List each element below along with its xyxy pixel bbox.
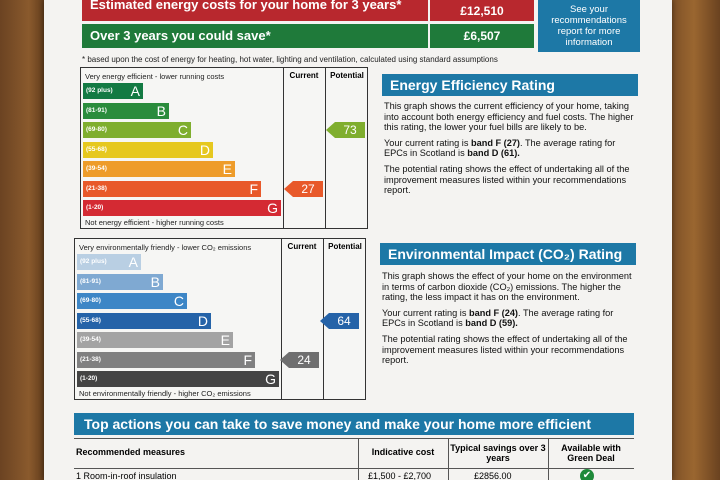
band-range: (1-20) [86, 204, 104, 211]
header-measures: Recommended measures [76, 447, 186, 457]
band-d: (55-68) D [77, 312, 211, 329]
estimated-costs-value: £12,510 [430, 0, 534, 21]
current-rating-marker: 24 [280, 351, 319, 368]
energy-rating-title: Energy Efficiency Rating [382, 74, 638, 96]
header-savings: Typical savings over 3 years [450, 443, 546, 463]
band-letter: B [156, 102, 166, 119]
band-range: (21-38) [86, 184, 107, 192]
environmental-rating-title: Environmental Impact (CO₂) Rating [380, 243, 636, 265]
energy-potential-note: The potential rating shows the effect of… [384, 163, 630, 196]
potential-header: Potential [330, 71, 364, 80]
band-f: (21-38) F [83, 180, 261, 197]
band-range: (81-91) [86, 106, 107, 114]
cost-footnote: * based upon the cost of energy for heat… [82, 55, 498, 64]
potential-header: Potential [328, 242, 362, 251]
band-letter: F [243, 351, 252, 368]
energy-desc: This graph shows the current efficiency … [384, 101, 634, 133]
band-range: (92 plus) [86, 87, 113, 94]
green-deal-check-icon: ✔ [580, 469, 594, 480]
band-letter: G [267, 200, 278, 216]
env-current-rating: Your current rating is band F (24). The … [382, 307, 614, 329]
band-c: (69-80) C [83, 122, 191, 138]
savings-label: Over 3 years you could save* [82, 24, 428, 48]
band-range: (92 plus) [80, 258, 107, 265]
band-c: (69-80) C [77, 293, 187, 309]
band-f: (21-38) F [77, 351, 255, 368]
band-letter: C [173, 293, 184, 309]
background-wood-left [0, 0, 48, 480]
top-actions-title: Top actions you can take to save money a… [74, 413, 634, 435]
energy-top-label: Very energy efficient - lower running co… [85, 72, 225, 81]
band-g: (1-20) G [77, 371, 279, 387]
environmental-rating-text: This graph shows the effect of your home… [382, 271, 638, 371]
background-wood-right [668, 0, 720, 480]
env-bottom-label: Not environmentally friendly - higher CO… [79, 389, 251, 398]
see-recommendations-note: See your recommendations report for more… [538, 0, 640, 52]
band-letter: D [197, 312, 208, 329]
band-letter: C [177, 122, 188, 138]
band-b: (81-91) B [83, 102, 169, 119]
current-column-divider [283, 68, 284, 228]
energy-rating-text: This graph shows the current efficiency … [384, 101, 636, 201]
estimated-costs-label: Estimated energy costs for your home for… [82, 0, 428, 21]
potential-rating-marker: 64 [320, 312, 359, 329]
table-col-divider [358, 438, 359, 480]
env-potential-note: The potential rating shows the effect of… [382, 333, 628, 366]
band-range: (1-20) [80, 375, 98, 382]
band-d: (55-68) D [83, 141, 213, 158]
energy-bottom-label: Not energy efficient - higher running co… [85, 218, 224, 227]
band-e: (39-54) E [77, 332, 233, 348]
band-g: (1-20) G [83, 200, 281, 216]
energy-current-rating: Your current rating is band F (27). The … [384, 137, 616, 159]
env-desc: This graph shows the effect of your home… [382, 271, 632, 303]
header-green-deal: Available with Green Deal [561, 443, 621, 463]
measure-1: 1 Room-in-roof insulation [76, 471, 177, 480]
band-range: (39-54) [86, 165, 107, 172]
current-column-divider [281, 239, 282, 399]
band-range: (21-38) [80, 355, 101, 363]
band-letter: G [265, 371, 276, 387]
band-b: (81-91) B [77, 273, 163, 290]
band-letter: E [222, 161, 232, 177]
table-top-rule [74, 438, 634, 439]
table-col-divider [548, 438, 549, 480]
band-letter: E [220, 332, 230, 348]
measure-1-savings: £2856.00 [474, 471, 512, 480]
current-rating-marker: 27 [284, 180, 323, 197]
potential-column-divider [325, 68, 326, 228]
band-letter: A [128, 254, 138, 270]
band-letter: B [150, 273, 160, 290]
band-a: (92 plus) A [83, 83, 143, 99]
measure-1-cost: £1,500 - £2,700 [368, 471, 432, 480]
energy-efficiency-chart: Current Potential Very energy efficient … [80, 67, 368, 229]
band-range: (55-68) [86, 145, 107, 153]
band-range: (39-54) [80, 336, 101, 343]
band-letter: D [199, 141, 210, 158]
header-cost: Indicative cost [371, 447, 435, 457]
band-a: (92 plus) A [77, 254, 141, 270]
band-range: (69-80) [86, 126, 107, 133]
band-range: (81-91) [80, 277, 101, 285]
band-range: (69-80) [80, 297, 101, 304]
table-col-divider [448, 438, 449, 480]
band-letter: A [130, 83, 140, 99]
environmental-impact-chart: Current Potential Very environmentally f… [74, 238, 366, 400]
current-header: Current [287, 242, 317, 251]
table-header-rule [74, 468, 634, 469]
band-e: (39-54) E [83, 161, 235, 177]
savings-value: £6,507 [430, 24, 534, 48]
band-letter: F [249, 180, 258, 197]
band-range: (55-68) [80, 316, 101, 324]
potential-rating-marker: 73 [326, 122, 365, 138]
epc-document: Estimated energy costs for your home for… [44, 0, 672, 480]
env-top-label: Very environmentally friendly - lower CO… [79, 243, 252, 252]
recommendations-table: Recommended measures Indicative cost Typ… [74, 438, 634, 480]
current-header: Current [289, 71, 319, 80]
